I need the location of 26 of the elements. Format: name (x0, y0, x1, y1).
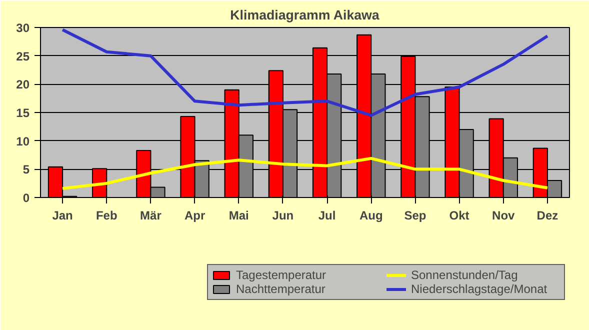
legend-label: Niederschlagstage/Monat (411, 282, 548, 296)
x-tick-label: Aug (359, 208, 383, 222)
x-tick-label: Sep (404, 208, 426, 222)
line-series (61, 28, 549, 117)
y-tick-label: 5 (22, 162, 30, 177)
line-series (61, 156, 549, 190)
y-tick-label: 10 (16, 134, 30, 148)
legend-label: Nachttemperatur (236, 282, 326, 296)
x-tick-label: Jul (318, 208, 336, 222)
x-tick-label: Jan (52, 208, 73, 222)
x-tick-label: Mär (140, 208, 162, 222)
x-tick-label: Mai (228, 208, 249, 222)
x-tick-label: Feb (96, 208, 118, 222)
y-tick-label: 30 (16, 21, 30, 35)
x-tick-label: Okt (449, 208, 470, 222)
legend-label: Tagestemperatur (236, 268, 328, 282)
x-tick-label: Nov (492, 208, 516, 222)
chart-title: Klimadiagramm Aikawa (230, 8, 380, 22)
y-tick-label: 25 (16, 49, 30, 64)
x-tick-label: Apr (184, 208, 206, 222)
legend-label: Sonnenstunden/Tag (411, 268, 519, 282)
y-tick-label: 20 (16, 78, 30, 92)
y-tick-label: 15 (16, 106, 30, 120)
x-tick-label: Jun (272, 208, 294, 222)
x-tick-label: Dez (536, 208, 558, 222)
y-tick-label: 0 (22, 191, 30, 205)
